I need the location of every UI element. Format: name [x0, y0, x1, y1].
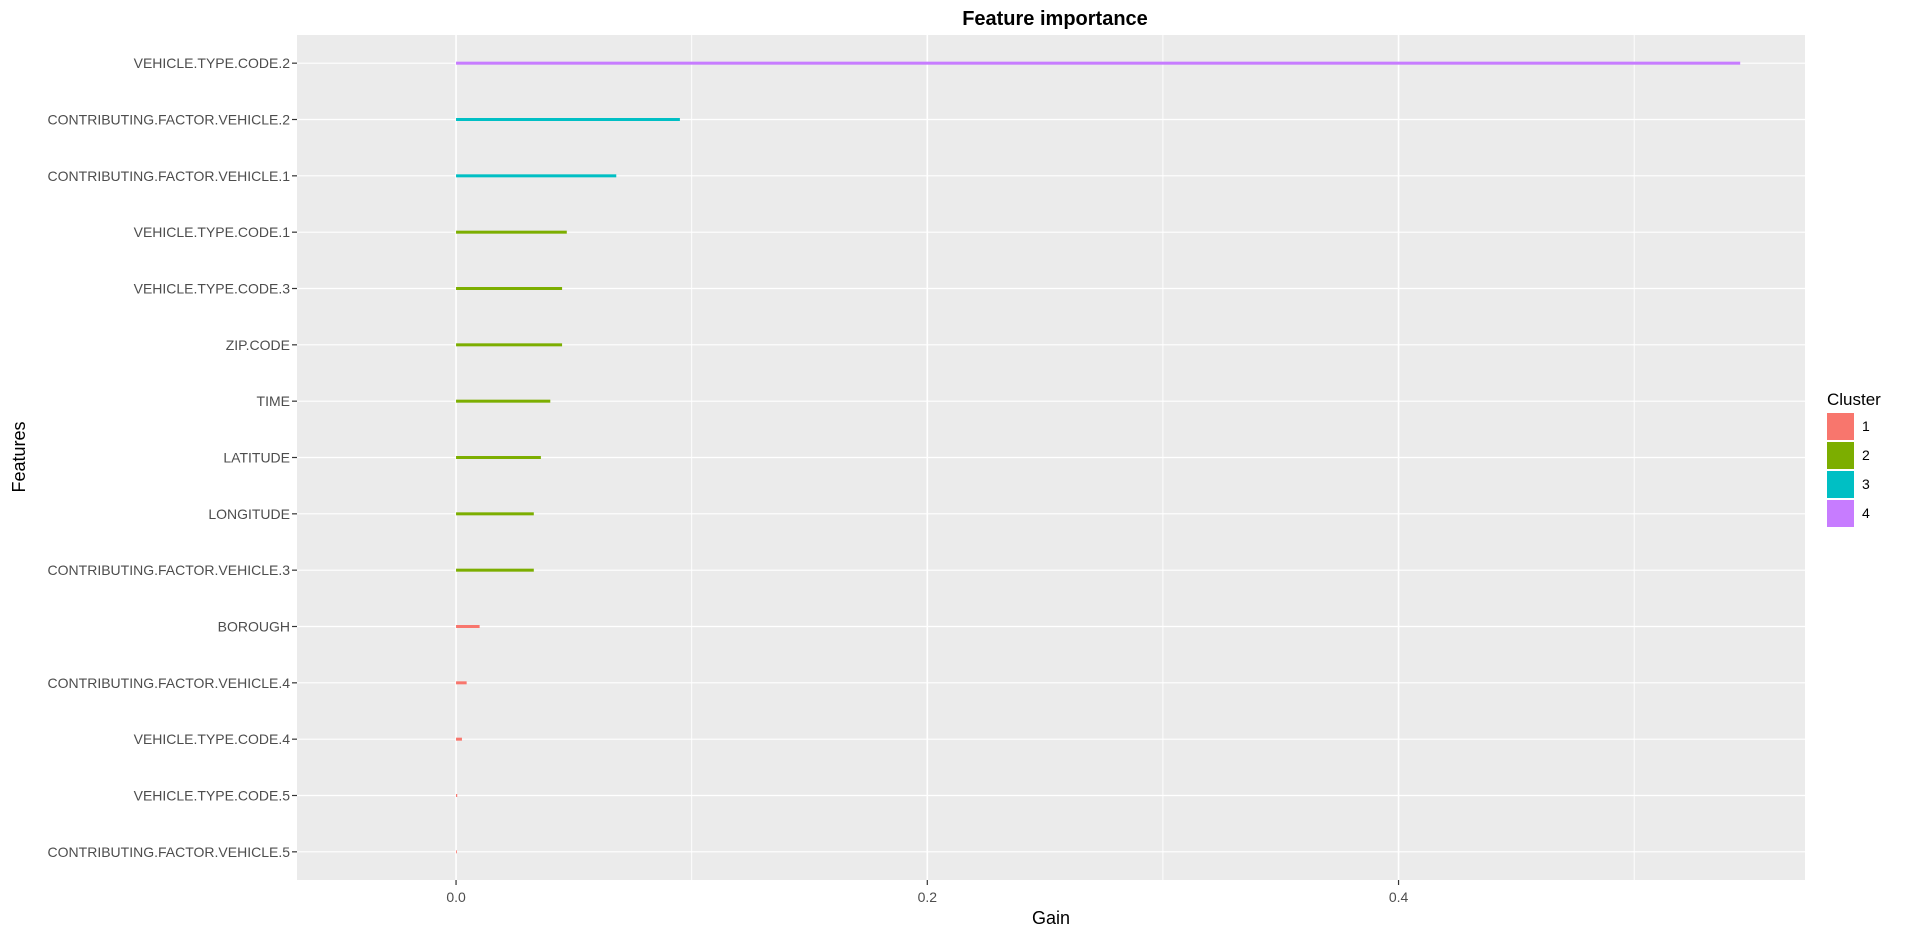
bar: [456, 287, 563, 290]
bar: [456, 512, 534, 516]
bar: [456, 850, 457, 854]
bar: [456, 399, 551, 403]
y-tick-label: VEHICLE.TYPE.CODE.5: [134, 788, 291, 804]
legend-label: 4: [1862, 505, 1870, 521]
x-axis-title: Gain: [1032, 908, 1070, 928]
bar: [456, 174, 617, 178]
legend-label: 3: [1862, 476, 1870, 492]
x-tick-label: 0.2: [918, 889, 938, 905]
legend-swatch: [1827, 413, 1854, 440]
y-tick-label: CONTRIBUTING.FACTOR.VEHICLE.4: [48, 675, 291, 691]
bar: [456, 343, 563, 347]
bar: [456, 681, 467, 685]
y-tick-label: BOROUGH: [218, 619, 290, 635]
y-tick-label: VEHICLE.TYPE.CODE.3: [134, 281, 291, 297]
chart-title: Feature importance: [962, 8, 1148, 30]
y-tick-label: ZIP.CODE: [226, 337, 290, 353]
y-axis-title: Features: [9, 421, 29, 492]
bars: [456, 61, 1741, 854]
bar: [456, 625, 480, 628]
y-tick-label: CONTRIBUTING.FACTOR.VEHICLE.1: [48, 168, 291, 184]
bar: [456, 568, 534, 572]
x-tick-label: 0.0: [446, 889, 466, 905]
y-tick-label: LONGITUDE: [208, 506, 290, 522]
legend-label: 1: [1862, 418, 1870, 434]
legend-swatch: [1827, 500, 1854, 527]
bar: [456, 118, 680, 121]
bar: [456, 794, 458, 797]
bar: [456, 61, 1741, 65]
y-tick-label: LATITUDE: [223, 450, 290, 466]
legend-swatch: [1827, 471, 1854, 498]
y-tick-label: CONTRIBUTING.FACTOR.VEHICLE.2: [48, 112, 291, 128]
y-tick-label: CONTRIBUTING.FACTOR.VEHICLE.3: [48, 562, 291, 578]
bar: [456, 230, 567, 234]
y-tick-label: VEHICLE.TYPE.CODE.4: [134, 731, 291, 747]
x-axis: 0.0 0.2 0.4: [446, 880, 1408, 905]
legend-swatch: [1827, 442, 1854, 469]
legend: Cluster 1 2 3 4: [1827, 390, 1881, 527]
y-tick-label: TIME: [257, 393, 290, 409]
legend-title: Cluster: [1827, 390, 1881, 409]
y-tick-label: VEHICLE.TYPE.CODE.2: [134, 55, 291, 71]
bar: [456, 456, 541, 459]
bar: [456, 737, 462, 741]
legend-label: 2: [1862, 447, 1870, 463]
x-tick-label: 0.4: [1389, 889, 1409, 905]
y-tick-label: VEHICLE.TYPE.CODE.1: [134, 224, 291, 240]
y-axis: VEHICLE.TYPE.CODE.2 CONTRIBUTING.FACTOR.V…: [48, 55, 297, 860]
y-tick-label: CONTRIBUTING.FACTOR.VEHICLE.5: [48, 844, 291, 860]
